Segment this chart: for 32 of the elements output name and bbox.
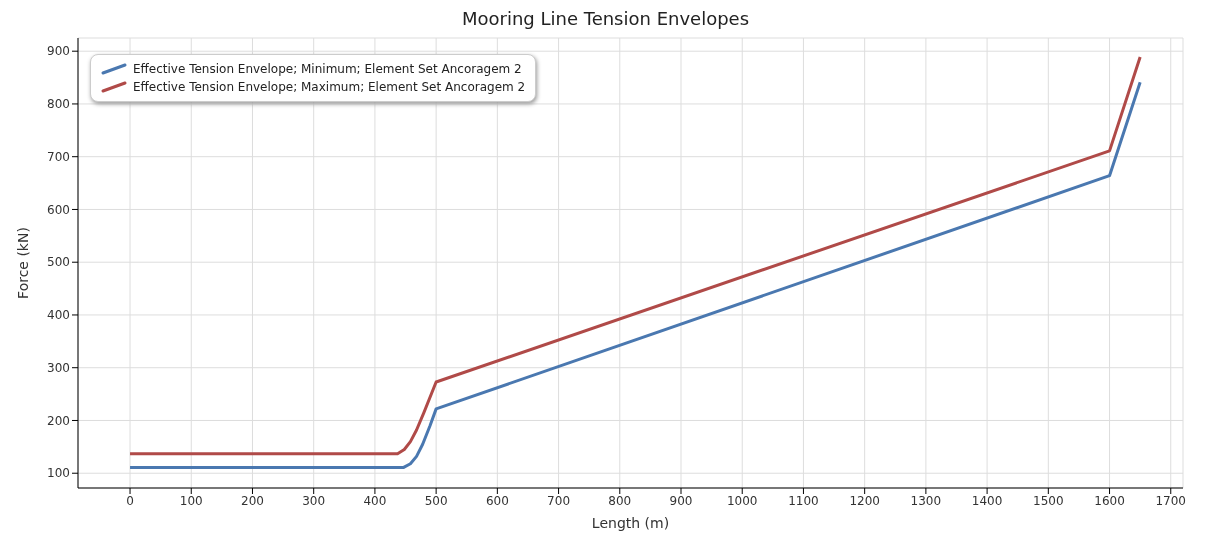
y-tick-label: 500 <box>47 255 70 270</box>
x-tick-label: 1700 <box>1155 493 1187 508</box>
x-tick-label: 1600 <box>1094 493 1125 508</box>
x-tick-label: 1200 <box>849 493 880 508</box>
x-tick-label: 200 <box>241 493 264 508</box>
x-tick-label: 0 <box>126 493 134 508</box>
y-tick-label: 600 <box>47 202 70 217</box>
y-tick-label: 900 <box>47 44 70 59</box>
x-tick-label: 500 <box>424 493 448 508</box>
y-axis-title: Force (kN) <box>14 227 31 299</box>
x-tick-label: 100 <box>179 493 203 508</box>
x-tick-label: 400 <box>363 493 387 508</box>
x-tick-label: 700 <box>547 493 571 508</box>
x-tick-label: 1500 <box>1033 493 1064 508</box>
x-tick-label: 800 <box>608 493 632 508</box>
x-tick-label: 1300 <box>910 493 942 508</box>
x-tick-label: 900 <box>669 493 693 508</box>
x-tick-label: 1000 <box>726 493 758 508</box>
x-tick-label: 1100 <box>788 493 819 508</box>
legend-label: Effective Tension Envelope; Maximum; Element Set Ancoragem 2 <box>133 80 526 94</box>
y-tick-label: 100 <box>47 466 70 481</box>
y-tick-label: 700 <box>47 149 70 164</box>
y-tick-label: 400 <box>47 308 70 323</box>
chart-title: Mooring Line Tension Envelopes <box>460 8 751 31</box>
x-tick-label: 300 <box>302 493 326 508</box>
y-tick-label: 200 <box>47 413 70 428</box>
y-tick-label: 800 <box>47 97 70 112</box>
y-tick-label: 300 <box>47 360 70 375</box>
legend-label: Effective Tension Envelope; Minimum; Element Set Ancoragem 2 <box>133 62 522 76</box>
x-tick-label: 1400 <box>971 493 1003 508</box>
x-tick-label: 600 <box>485 493 509 508</box>
x-axis-title: Length (m) <box>591 515 670 531</box>
